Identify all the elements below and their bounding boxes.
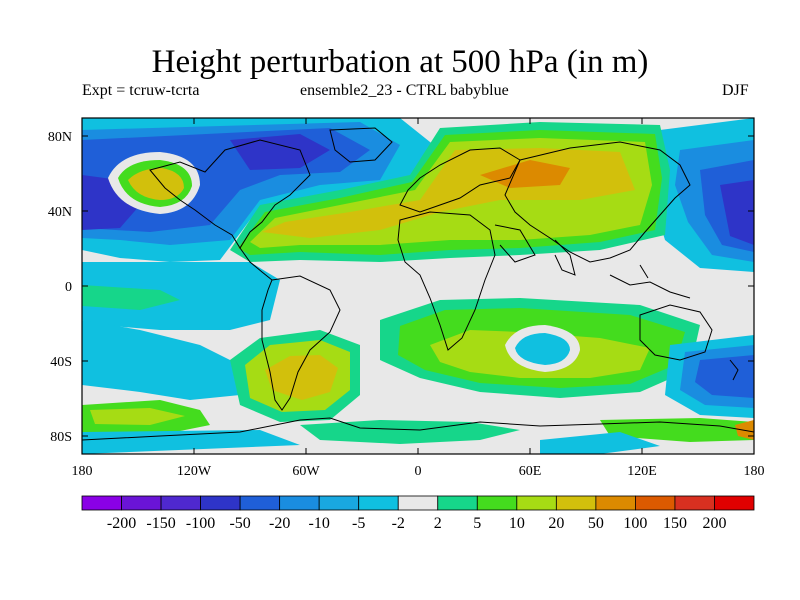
coast-new-zealand xyxy=(729,359,739,381)
colorbar-label-15: 200 xyxy=(702,515,726,532)
contour-field xyxy=(82,118,754,454)
lat-label-80n: 80N xyxy=(48,130,72,145)
colorbar-label-14: 150 xyxy=(663,515,687,532)
colorbar-swatch-14 xyxy=(635,495,676,511)
colorbar-swatch-11 xyxy=(516,495,557,511)
colorbar-label-5: -10 xyxy=(309,515,330,532)
contour-indian-ring-core xyxy=(515,333,570,365)
coast-north-america xyxy=(149,139,311,249)
contour-antarctic-low-2 xyxy=(540,432,660,454)
coast-antarctica xyxy=(82,417,754,441)
lon-label-180e: 180 xyxy=(744,464,765,479)
contour-tropical-pacific-low-3 xyxy=(82,320,250,400)
contour-north-low-deep-2 xyxy=(230,134,330,170)
colorbar-swatch-16 xyxy=(714,495,755,511)
colorbar-label-4: -20 xyxy=(269,515,290,532)
colorbar-label-9: 5 xyxy=(473,515,481,532)
colorbar-swatch-13 xyxy=(595,495,636,511)
lon-label-180w: 180 xyxy=(72,464,93,479)
lat-label-0: 0 xyxy=(65,280,72,295)
ensemble-label: ensemble2_23 - CTRL babyblue xyxy=(300,82,509,99)
lon-label-120w: 120W xyxy=(177,464,212,479)
colorbar-label-1: -150 xyxy=(146,515,175,532)
colorbar-label-13: 100 xyxy=(623,515,647,532)
colorbar-label-8: 2 xyxy=(434,515,442,532)
coast-south-america xyxy=(261,275,341,411)
coast-greenland xyxy=(329,127,393,163)
colorbar-swatch-3 xyxy=(200,495,241,511)
contour-sw-pacific-low-3 xyxy=(695,355,754,398)
colorbar-label-12: 50 xyxy=(588,515,604,532)
contour-tropical-pacific-low-2 xyxy=(82,285,180,310)
axis-ticks xyxy=(82,118,754,454)
colorbar: -200 -150 -100 -50 -20 -10 -5 -2 2 5 10 20 50 100 150 2… xyxy=(81,495,755,532)
colorbar-label-11: 20 xyxy=(548,515,564,532)
lon-label-60w: 60W xyxy=(292,464,320,479)
colorbar-label-6: -5 xyxy=(352,515,365,532)
contour-south-america-high-3 xyxy=(265,355,338,400)
colorbar-swatch-2 xyxy=(160,495,201,511)
lat-label-40n: 40N xyxy=(48,205,72,220)
colorbar-swatch-12 xyxy=(555,495,597,511)
coast-arabia-india xyxy=(494,224,576,276)
colorbar-swatch-4 xyxy=(239,495,281,511)
colorbar-swatch-0 xyxy=(81,495,122,511)
contour-eurasia-high-5 xyxy=(480,160,570,188)
experiment-label: Expt = tcruw-tcrta xyxy=(82,82,200,99)
contour-east-low-deep xyxy=(720,180,754,245)
coast-central-america xyxy=(239,247,273,281)
coast-australia xyxy=(639,304,713,361)
colorbar-label-7: -2 xyxy=(392,515,405,532)
contour-antarctic-green-3 xyxy=(600,418,754,442)
colorbar-label-3: -50 xyxy=(229,515,250,532)
lon-label-120e: 120E xyxy=(627,464,657,479)
contour-antarctic-yellow xyxy=(90,408,185,425)
colorbar-swatch-8 xyxy=(397,495,439,511)
colorbar-swatch-10 xyxy=(476,495,518,511)
colorbar-swatch-9 xyxy=(437,495,478,511)
colorbar-label-0: -200 xyxy=(107,515,136,532)
colorbar-swatch-15 xyxy=(674,495,715,511)
lat-label-80s: 80S xyxy=(50,430,72,445)
contour-tropical-pacific-low xyxy=(82,262,280,330)
lon-label-0: 0 xyxy=(415,464,422,479)
contour-antarctic-low xyxy=(82,430,300,454)
colorbar-swatch-1 xyxy=(121,495,162,511)
season-label: DJF xyxy=(722,82,749,99)
colorbar-swatch-6 xyxy=(318,495,360,511)
colorbar-label-2: -100 xyxy=(186,515,215,532)
coast-se-asia-islands xyxy=(609,264,691,299)
colorbar-swatch-5 xyxy=(279,495,320,511)
coastlines xyxy=(82,127,754,441)
coast-africa xyxy=(397,211,496,351)
coast-asia xyxy=(504,141,691,263)
map-title: Height perturbation at 500 hPa (in m) xyxy=(151,44,649,80)
lat-label-40s: 40S xyxy=(50,355,72,370)
lon-label-60e: 60E xyxy=(519,464,542,479)
colorbar-label-10: 10 xyxy=(509,515,525,532)
colorbar-swatch-7 xyxy=(358,495,399,511)
